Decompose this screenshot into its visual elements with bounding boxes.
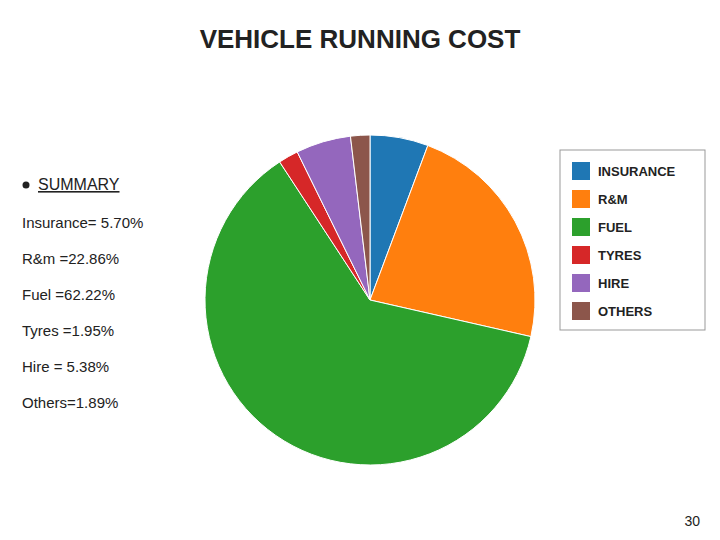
legend-swatch bbox=[572, 274, 590, 292]
legend-swatch bbox=[572, 246, 590, 264]
legend-box bbox=[560, 150, 705, 330]
summary-line: Insurance= 5.70% bbox=[22, 214, 143, 231]
legend-swatch bbox=[572, 162, 590, 180]
chart: VEHICLE RUNNING COST SUMMARY Insurance= 5.… bbox=[0, 0, 720, 540]
summary-line: Fuel =62.22% bbox=[22, 286, 115, 303]
pie bbox=[205, 135, 535, 465]
legend-label: HIRE bbox=[598, 276, 629, 291]
legend-item: FUEL bbox=[572, 218, 632, 236]
legend-swatch bbox=[572, 190, 590, 208]
bullet bbox=[23, 182, 30, 189]
legend-swatch bbox=[572, 218, 590, 236]
legend-label: FUEL bbox=[598, 220, 632, 235]
legend-item: TYRES bbox=[572, 246, 642, 264]
legend-label: R&M bbox=[598, 192, 628, 207]
summary-title: SUMMARY bbox=[38, 176, 120, 193]
legend-label: TYRES bbox=[598, 248, 642, 263]
legend-item: HIRE bbox=[572, 274, 629, 292]
summary-line: R&m =22.86% bbox=[22, 250, 119, 267]
title: VEHICLE RUNNING COST bbox=[200, 24, 521, 54]
slice bbox=[350, 135, 370, 300]
legend-item: INSURANCE bbox=[572, 162, 676, 180]
legend-label: INSURANCE bbox=[598, 164, 676, 179]
summary-line: Hire = 5.38% bbox=[22, 358, 109, 375]
legend-label: OTHERS bbox=[598, 304, 653, 319]
legend-item: OTHERS bbox=[572, 302, 653, 320]
legend-item: R&M bbox=[572, 190, 628, 208]
summary-line: Tyres =1.95% bbox=[22, 322, 114, 339]
page-number: 30 bbox=[684, 513, 700, 529]
summary-line: Others=1.89% bbox=[22, 394, 118, 411]
legend: INSURANCE R&M FUEL TYRES HIRE OTHERS bbox=[560, 150, 705, 330]
legend-swatch bbox=[572, 302, 590, 320]
